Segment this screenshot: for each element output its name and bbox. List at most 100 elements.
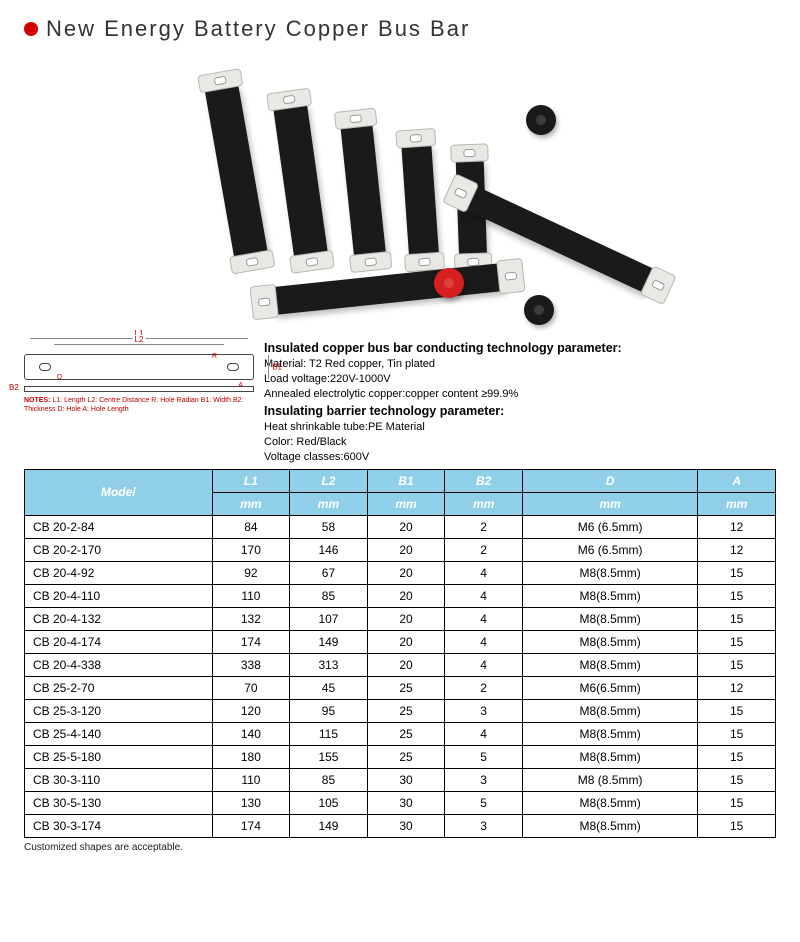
spec-line: Voltage classes:600V xyxy=(264,450,776,465)
spec-table: Model L1 L2 B1 B2 D A mm mm mm mm mm mm … xyxy=(24,469,776,838)
cell-value: M8(8.5mm) xyxy=(522,630,697,653)
dim-b2-label: B2 xyxy=(9,383,19,392)
cell-model: CB 20-4-174 xyxy=(25,630,213,653)
page-title: New Energy Battery Copper Bus Bar xyxy=(46,16,470,42)
cell-value: 84 xyxy=(212,515,290,538)
cell-value: 174 xyxy=(212,630,290,653)
col-d: D xyxy=(522,469,697,492)
diagram-bar: D A R B1 xyxy=(24,354,254,380)
cell-model: CB 25-3-120 xyxy=(25,699,213,722)
title-row: New Energy Battery Copper Bus Bar xyxy=(24,16,776,42)
cell-model: CB 20-4-132 xyxy=(25,607,213,630)
bullet-dot-icon xyxy=(24,22,38,36)
cell-model: CB 25-5-180 xyxy=(25,745,213,768)
cell-value: 120 xyxy=(212,699,290,722)
cell-value: 67 xyxy=(290,561,368,584)
cell-value: 30 xyxy=(367,791,445,814)
cell-value: 15 xyxy=(698,791,776,814)
col-b1: B1 xyxy=(367,469,445,492)
cell-value: 2 xyxy=(445,515,523,538)
dim-d-label: D xyxy=(57,374,62,381)
unit: mm xyxy=(445,492,523,515)
cell-value: M8(8.5mm) xyxy=(522,722,697,745)
cell-value: 25 xyxy=(367,699,445,722)
diagram-notes: NOTES: L1: Length L2: Centre Distance R:… xyxy=(24,396,254,414)
cell-value: 3 xyxy=(445,699,523,722)
cell-model: CB 20-4-92 xyxy=(25,561,213,584)
cell-model: CB 25-2-70 xyxy=(25,676,213,699)
cell-value: 15 xyxy=(698,768,776,791)
cell-value: 15 xyxy=(698,722,776,745)
cell-value: 12 xyxy=(698,676,776,699)
table-row: CB 25-4-140140115254M8(8.5mm)15 xyxy=(25,722,776,745)
cell-value: 45 xyxy=(290,676,368,699)
cell-value: 15 xyxy=(698,630,776,653)
cell-value: 70 xyxy=(212,676,290,699)
dim-b1-label: B1 xyxy=(272,363,282,372)
cell-value: 2 xyxy=(445,676,523,699)
unit: mm xyxy=(698,492,776,515)
dim-l2-label: L2 xyxy=(133,335,146,344)
cell-value: 146 xyxy=(290,538,368,561)
cell-value: 149 xyxy=(290,630,368,653)
cell-value: 12 xyxy=(698,538,776,561)
cell-value: 3 xyxy=(445,814,523,837)
table-row: CB 25-3-12012095253M8(8.5mm)15 xyxy=(25,699,776,722)
cell-value: 15 xyxy=(698,607,776,630)
cell-value: 15 xyxy=(698,745,776,768)
cell-value: 20 xyxy=(367,607,445,630)
spec-line: Heat shrinkable tube:PE Material xyxy=(264,420,776,435)
table-row: CB 20-4-338338313204M8(8.5mm)15 xyxy=(25,653,776,676)
cell-value: 58 xyxy=(290,515,368,538)
spec-line: Annealed electrolytic copper:copper cont… xyxy=(264,387,776,402)
busbar-standing xyxy=(401,144,439,256)
dim-r-label: R xyxy=(212,353,217,360)
cell-value: 170 xyxy=(212,538,290,561)
table-row: CB 20-2-170170146202M6 (6.5mm)12 xyxy=(25,538,776,561)
cell-value: 15 xyxy=(698,653,776,676)
cell-value: 30 xyxy=(367,814,445,837)
table-row: CB 20-4-11011085204M8(8.5mm)15 xyxy=(25,584,776,607)
cell-value: 4 xyxy=(445,722,523,745)
cell-model: CB 25-4-140 xyxy=(25,722,213,745)
unit: mm xyxy=(367,492,445,515)
cell-value: 4 xyxy=(445,653,523,676)
cell-value: M6 (6.5mm) xyxy=(522,538,697,561)
cell-value: 20 xyxy=(367,630,445,653)
col-l2: L2 xyxy=(290,469,368,492)
cell-value: M8(8.5mm) xyxy=(522,561,697,584)
cell-model: CB 20-2-84 xyxy=(25,515,213,538)
cell-value: 130 xyxy=(212,791,290,814)
cell-value: 174 xyxy=(212,814,290,837)
cell-model: CB 30-3-110 xyxy=(25,768,213,791)
col-a: A xyxy=(698,469,776,492)
table-body: CB 20-2-848458202M6 (6.5mm)12CB 20-2-170… xyxy=(25,515,776,837)
cell-value: 338 xyxy=(212,653,290,676)
cell-value: M8(8.5mm) xyxy=(522,607,697,630)
cell-value: M6(6.5mm) xyxy=(522,676,697,699)
cell-value: 85 xyxy=(290,768,368,791)
cell-value: 4 xyxy=(445,561,523,584)
cell-value: 95 xyxy=(290,699,368,722)
table-row: CB 30-5-130130105305M8(8.5mm)15 xyxy=(25,791,776,814)
table-row: CB 25-2-707045252M6(6.5mm)12 xyxy=(25,676,776,699)
col-l1: L1 xyxy=(212,469,290,492)
busbar-standing xyxy=(273,104,328,257)
dimension-diagram: L1 L2 D A R B1 B2 NOTES: L1: Length L2: … xyxy=(24,338,254,414)
footnote: Customized shapes are acceptable. xyxy=(24,842,776,853)
spec-line: Load voltage:220V-1000V xyxy=(264,372,776,387)
unit: mm xyxy=(522,492,697,515)
cell-value: 2 xyxy=(445,538,523,561)
busbar-standing xyxy=(205,85,268,258)
cell-value: 5 xyxy=(445,791,523,814)
terminal-cap xyxy=(524,295,554,325)
cell-value: 25 xyxy=(367,745,445,768)
spec-text: Insulated copper bus bar conducting tech… xyxy=(264,338,776,465)
spec-heading-1: Insulated copper bus bar conducting tech… xyxy=(264,340,776,357)
notes-label: NOTES: xyxy=(24,397,50,404)
cell-value: 20 xyxy=(367,584,445,607)
table-header: Model L1 L2 B1 B2 D A mm mm mm mm mm mm xyxy=(25,469,776,515)
col-model: Model xyxy=(25,469,213,515)
cell-value: 313 xyxy=(290,653,368,676)
cell-value: 20 xyxy=(367,515,445,538)
